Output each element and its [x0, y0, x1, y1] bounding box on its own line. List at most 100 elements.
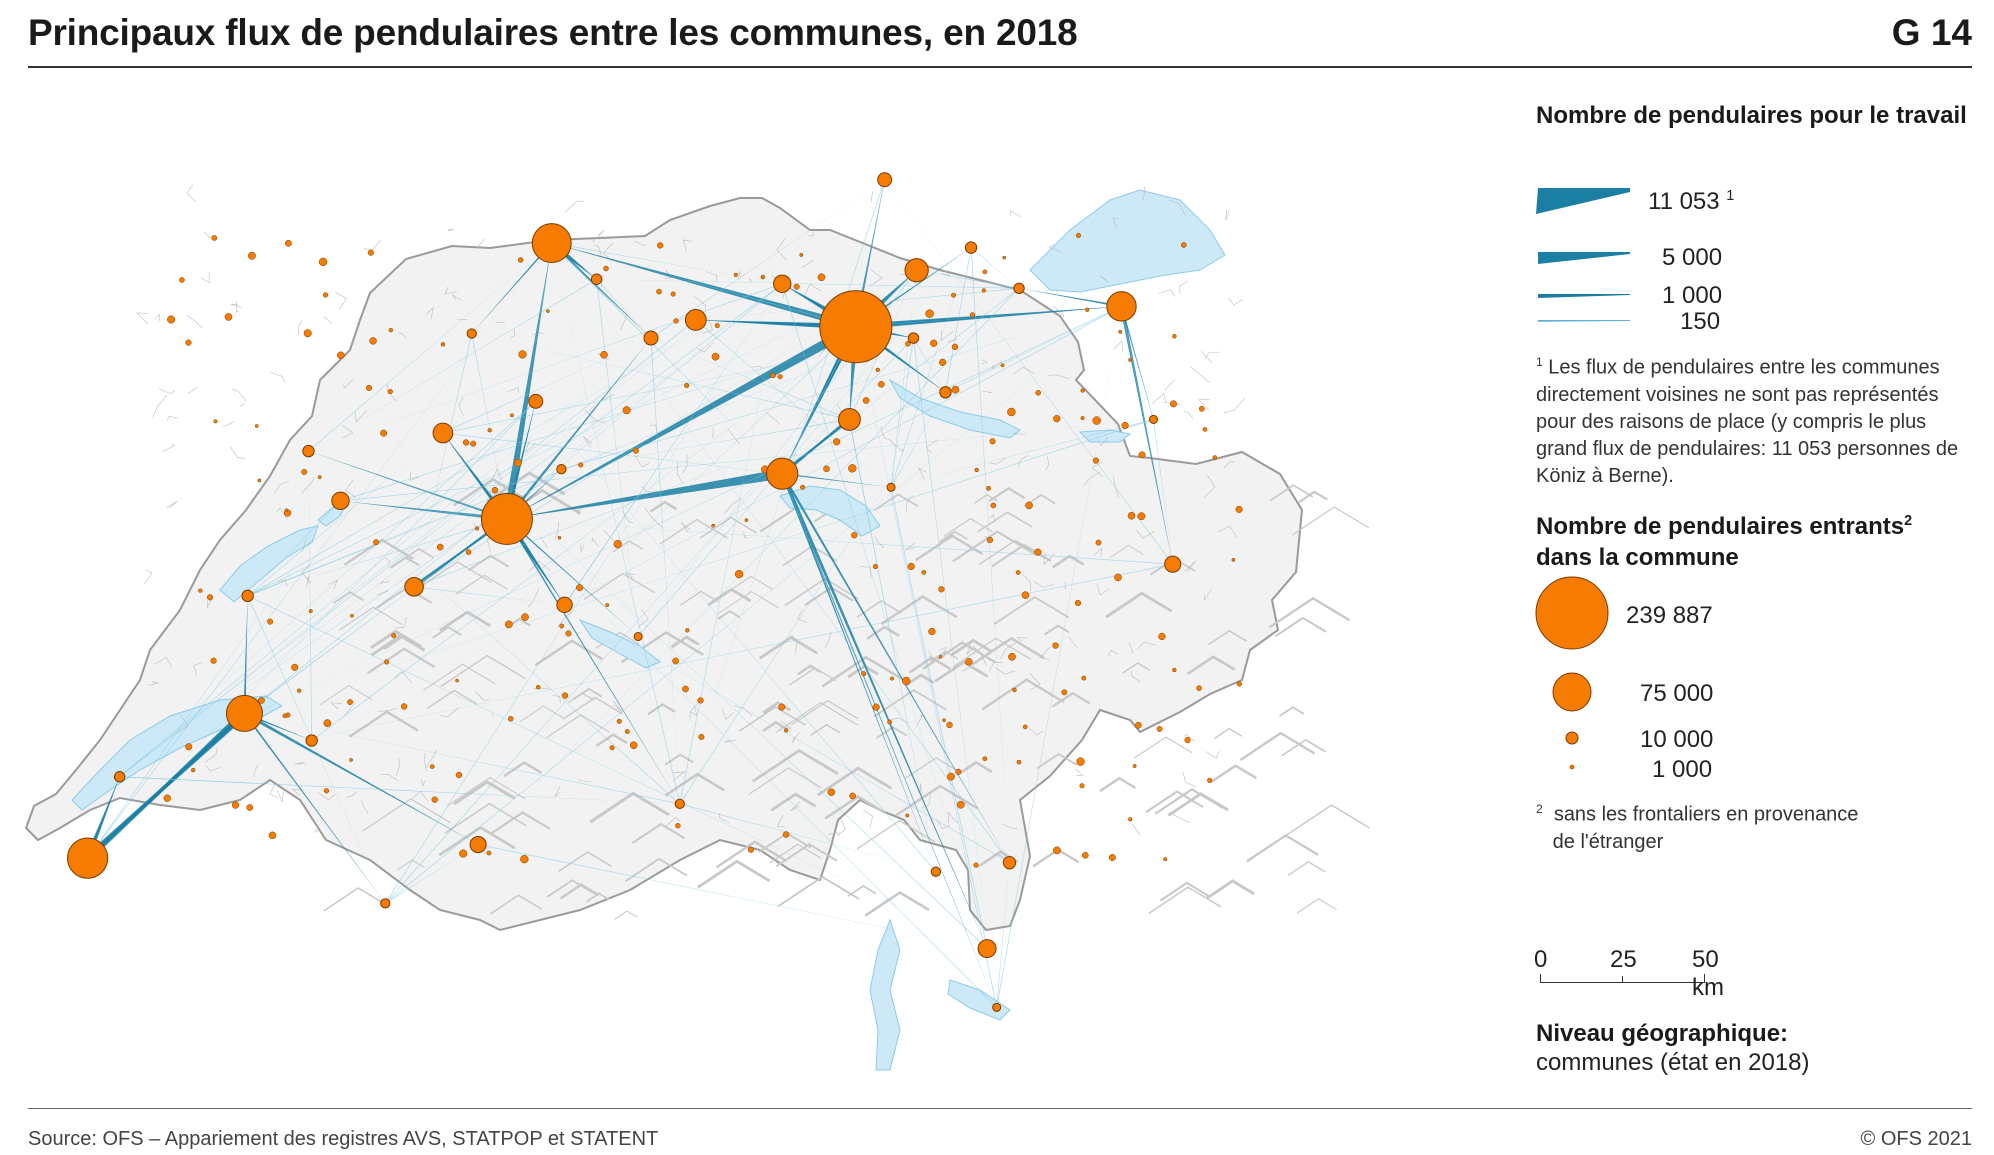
relief-line — [453, 780, 516, 806]
relief-line — [717, 590, 780, 615]
commune-border — [1033, 581, 1054, 588]
commune-dot — [267, 618, 274, 625]
commune-dot — [1184, 737, 1191, 744]
commune-dot — [698, 733, 705, 740]
commune-dot — [322, 292, 329, 298]
commune-dot — [760, 274, 766, 280]
circle-symbol-10000 — [1565, 731, 1579, 745]
commune-border — [702, 319, 713, 334]
commune-border — [554, 785, 561, 798]
commune-border — [1168, 199, 1186, 216]
commune-border — [206, 598, 213, 608]
relief-line — [348, 710, 419, 738]
commune-dot — [470, 440, 477, 447]
commune-dot — [350, 613, 354, 618]
flow-mendrisio-luzern — [781, 473, 997, 1008]
lake-thun — [578, 618, 661, 669]
commune-border — [492, 714, 494, 718]
commune-dot — [1021, 591, 1030, 599]
commune-dot — [1092, 457, 1099, 464]
node-locarno — [930, 866, 941, 877]
commune-border — [1002, 823, 1019, 830]
flow-bellinzona-mendrisio — [996, 862, 1010, 1008]
flow-schaffhausen-olten — [650, 179, 885, 339]
relief-line — [439, 610, 491, 632]
node-aarau — [684, 309, 707, 331]
commune-dot — [930, 339, 938, 347]
commune-dot — [510, 413, 514, 418]
commune-dot — [1114, 573, 1122, 582]
commune-border — [527, 587, 540, 608]
commune-border — [1223, 460, 1234, 469]
commune-dot — [436, 543, 444, 551]
relief-line — [816, 766, 893, 797]
commune-dot — [391, 633, 397, 639]
commune-border — [1022, 573, 1031, 592]
commune-dot — [965, 658, 973, 666]
commune-border — [1128, 642, 1134, 654]
commune-border — [791, 634, 798, 654]
commune-border — [398, 332, 407, 339]
node-uster — [907, 332, 920, 344]
node-sion — [469, 836, 487, 854]
commune-dot — [198, 588, 203, 593]
commune-dot — [318, 257, 328, 267]
commune-dot — [465, 549, 472, 555]
commune-border — [1075, 768, 1084, 776]
commune-dot — [1095, 539, 1102, 546]
commune-border — [380, 774, 399, 782]
node-delemont — [466, 328, 477, 339]
commune-dot — [872, 563, 879, 570]
scale-tick-0: 0 — [1534, 946, 1548, 973]
commune-border — [1183, 734, 1196, 742]
commune-dot — [973, 862, 979, 868]
commune-dot — [1118, 329, 1123, 334]
commune-dot — [365, 384, 373, 391]
commune-border — [324, 316, 333, 324]
flow-sion-wil — [478, 288, 1020, 845]
commune-border — [801, 259, 814, 268]
flow-bellinzona-frauenfeld — [970, 247, 1010, 863]
relief-line — [631, 822, 686, 844]
node-geneve — [66, 837, 109, 879]
flow-schaffhausen-zurich — [854, 179, 885, 327]
commune-border — [1048, 244, 1062, 253]
circle-legend-symbols — [1535, 576, 1609, 770]
relief-line — [971, 636, 1045, 666]
commune-dot — [778, 703, 786, 711]
node-biel — [432, 422, 454, 444]
commune-dot — [517, 257, 524, 263]
commune-dot — [1170, 400, 1177, 408]
commune-border — [458, 397, 464, 416]
node-nyon — [113, 771, 126, 783]
commune-dot — [1081, 851, 1089, 859]
commune-dot — [258, 697, 265, 704]
flow-locarno-brig — [679, 803, 936, 872]
commune-border — [582, 436, 593, 448]
commune-border — [205, 765, 221, 772]
commune-border — [928, 651, 935, 662]
commune-border — [919, 783, 922, 793]
flow-basel-geneve — [87, 243, 552, 859]
commune-dot — [284, 239, 292, 247]
commune-border — [345, 479, 357, 499]
relief-line — [396, 859, 425, 871]
commune-border — [638, 609, 649, 627]
node-olten — [643, 330, 659, 346]
circle-symbol-1000 — [1569, 764, 1575, 770]
node-liestal — [590, 273, 603, 285]
commune-dot — [1025, 501, 1033, 510]
commune-dot — [513, 458, 522, 467]
flow-bern-basel — [506, 243, 553, 519]
commune-dot — [1236, 681, 1242, 687]
relief-line — [319, 685, 373, 706]
scale-tick-25: 25 — [1610, 946, 1637, 973]
commune-border — [1182, 772, 1197, 788]
commune-border — [1184, 560, 1196, 573]
commune-dot — [576, 584, 584, 592]
relief-line — [775, 843, 838, 868]
commune-border — [593, 244, 602, 256]
commune-dot — [462, 439, 470, 446]
node-frauenfeld — [964, 241, 978, 254]
commune-dot — [928, 627, 936, 636]
